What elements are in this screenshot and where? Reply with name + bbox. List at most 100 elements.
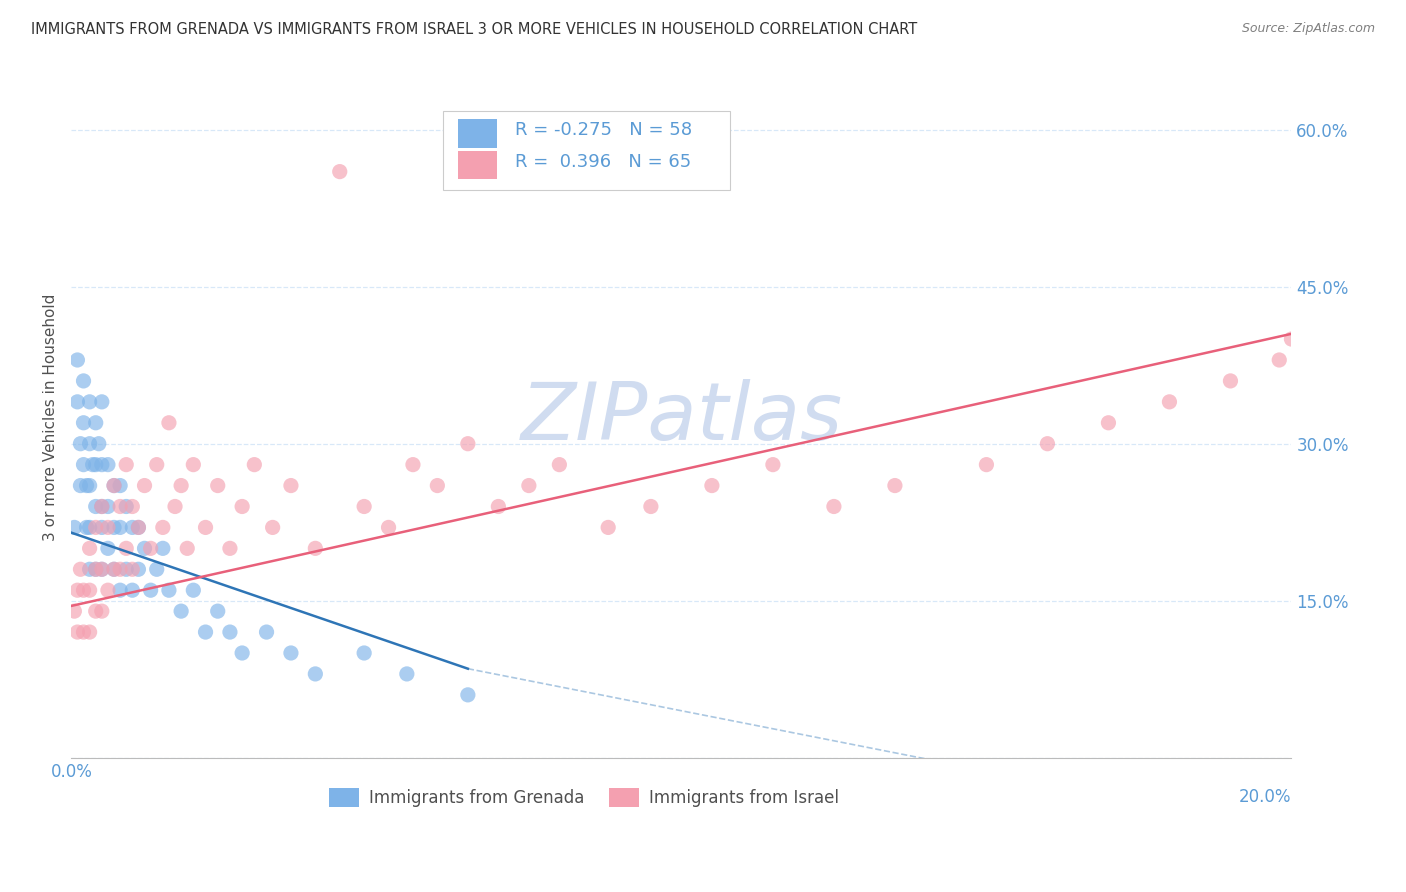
Point (97, 520, 120, 534)
Point (219, 625, 242, 640)
Point (1097, 416, 1119, 430)
Point (486, 500, 509, 514)
Point (79, 520, 101, 534)
Point (457, 436, 479, 450)
Point (457, 688, 479, 702)
Point (127, 520, 149, 534)
Point (84, 520, 107, 534)
Point (243, 458, 266, 472)
Point (115, 458, 138, 472)
Point (762, 458, 785, 472)
Point (84, 458, 107, 472)
Point (152, 520, 174, 534)
Point (97, 583, 120, 598)
Point (157, 416, 180, 430)
Point (145, 562, 167, 576)
Point (69, 562, 91, 576)
Point (84, 416, 107, 430)
Point (103, 478, 125, 492)
Point (304, 541, 326, 556)
Point (72, 458, 94, 472)
Point (823, 500, 845, 514)
Point (90, 604, 112, 618)
Point (377, 520, 399, 534)
Point (97, 500, 120, 514)
Point (79, 541, 101, 556)
Point (219, 541, 242, 556)
Point (66, 583, 89, 598)
Point (121, 583, 143, 598)
Text: IMMIGRANTS FROM GRENADA VS IMMIGRANTS FROM ISRAEL 3 OR MORE VEHICLES IN HOUSEHOL: IMMIGRANTS FROM GRENADA VS IMMIGRANTS FR… (31, 22, 917, 37)
Point (134, 478, 156, 492)
Point (395, 667, 418, 681)
Point (76, 478, 98, 492)
Point (194, 625, 217, 640)
Text: 20.0%: 20.0% (1239, 789, 1292, 806)
Y-axis label: 3 or more Vehicles in Household: 3 or more Vehicles in Household (44, 293, 58, 541)
Point (170, 604, 193, 618)
Point (87, 436, 110, 450)
Point (152, 541, 174, 556)
Point (90, 394, 112, 409)
Point (79, 562, 101, 576)
Point (103, 562, 125, 576)
Legend: Immigrants from Grenada, Immigrants from Israel: Immigrants from Grenada, Immigrants from… (322, 781, 845, 814)
Point (256, 625, 278, 640)
Point (402, 458, 425, 472)
Point (66, 394, 89, 409)
Point (121, 562, 143, 576)
Point (72, 625, 94, 640)
Point (79, 478, 101, 492)
Point (883, 478, 905, 492)
FancyBboxPatch shape (458, 120, 498, 147)
Point (1281, 332, 1303, 346)
FancyBboxPatch shape (443, 112, 730, 190)
Point (127, 562, 149, 576)
Point (640, 500, 662, 514)
Point (231, 500, 253, 514)
Point (63, 520, 86, 534)
Point (84, 604, 107, 618)
Point (84, 562, 107, 576)
Point (103, 562, 125, 576)
Point (353, 500, 375, 514)
Point (108, 478, 131, 492)
Point (82, 458, 104, 472)
Point (66, 353, 89, 368)
Point (69, 478, 91, 492)
Text: ZIPatlas: ZIPatlas (520, 378, 842, 457)
Point (108, 562, 131, 576)
Point (145, 458, 167, 472)
Point (280, 478, 302, 492)
Point (139, 541, 162, 556)
Point (115, 562, 138, 576)
Point (134, 541, 156, 556)
Point (700, 478, 723, 492)
Point (72, 583, 94, 598)
Point (79, 583, 101, 598)
FancyBboxPatch shape (458, 151, 498, 179)
Point (72, 374, 94, 388)
Point (280, 646, 302, 660)
Point (1036, 436, 1059, 450)
Point (79, 394, 101, 409)
Point (548, 458, 571, 472)
Point (121, 500, 143, 514)
Point (976, 458, 998, 472)
Point (97, 541, 120, 556)
Point (69, 436, 91, 450)
Point (115, 541, 138, 556)
Point (97, 458, 120, 472)
Point (1268, 353, 1291, 368)
Point (90, 520, 112, 534)
Point (183, 458, 205, 472)
Point (79, 436, 101, 450)
Point (139, 583, 162, 598)
Point (426, 478, 449, 492)
Point (207, 478, 229, 492)
Point (103, 478, 125, 492)
Point (262, 520, 284, 534)
Point (63, 604, 86, 618)
Point (108, 500, 131, 514)
Point (1159, 394, 1181, 409)
